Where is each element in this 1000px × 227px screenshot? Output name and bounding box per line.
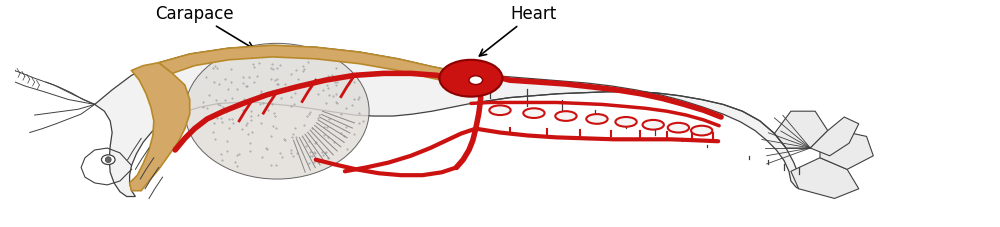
Ellipse shape: [439, 61, 502, 97]
Ellipse shape: [469, 76, 483, 85]
Polygon shape: [159, 46, 488, 89]
Ellipse shape: [668, 123, 689, 133]
Text: Carapace: Carapace: [155, 5, 254, 49]
Ellipse shape: [586, 115, 608, 124]
Ellipse shape: [555, 112, 577, 121]
Ellipse shape: [523, 109, 545, 118]
Ellipse shape: [105, 157, 111, 163]
Ellipse shape: [101, 155, 115, 165]
Polygon shape: [810, 118, 859, 156]
Ellipse shape: [615, 118, 637, 127]
Ellipse shape: [691, 126, 712, 136]
Text: Heart: Heart: [479, 5, 557, 57]
Polygon shape: [95, 46, 801, 197]
Polygon shape: [820, 131, 873, 170]
Polygon shape: [130, 63, 190, 191]
Ellipse shape: [489, 106, 511, 116]
Ellipse shape: [643, 120, 664, 130]
Polygon shape: [774, 112, 828, 148]
Ellipse shape: [185, 44, 369, 179]
Polygon shape: [791, 158, 859, 199]
